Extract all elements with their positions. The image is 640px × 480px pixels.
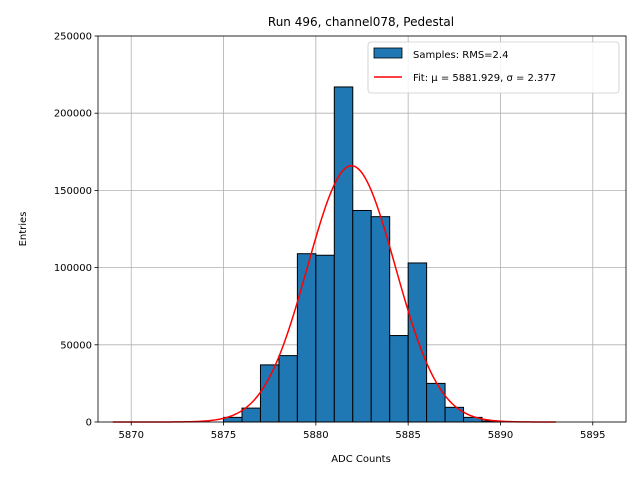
y-tick-label: 200000 <box>54 109 92 120</box>
y-tick-label: 50000 <box>60 340 92 351</box>
histogram-bar <box>296 253 317 423</box>
legend: Samples: RMS=2.4 Fit: μ = 5881.929, σ = … <box>367 41 620 94</box>
x-tick-label: 5890 <box>488 430 513 441</box>
legend-box <box>367 41 620 94</box>
y-tick-label: 0 <box>86 418 92 429</box>
x-tick-label: 5870 <box>119 430 144 441</box>
legend-hist-label: Samples: RMS=2.4 <box>413 50 508 61</box>
y-tick-label: 150000 <box>54 186 92 197</box>
x-axis-ticks: 5870 5875 5880 5885 5890 5895 <box>119 422 605 441</box>
histogram-bar <box>315 254 335 423</box>
plot-frame <box>97 35 627 423</box>
legend-hist-swatch <box>373 47 403 59</box>
histogram-bar <box>426 382 446 423</box>
x-tick-label: 5895 <box>580 430 605 441</box>
y-axis-label: Entries <box>18 212 29 247</box>
histogram-bar <box>352 209 372 423</box>
grid <box>98 35 626 423</box>
histogram-bar <box>444 406 465 423</box>
x-tick-label: 5880 <box>303 430 328 441</box>
chart-title: Run 496, channel078, Pedestal <box>268 15 454 29</box>
histogram-bar <box>370 216 391 423</box>
x-tick-label: 5885 <box>395 430 420 441</box>
histogram-bar <box>278 355 298 423</box>
y-tick-label: 250000 <box>54 32 92 43</box>
legend-fit-label: Fit: μ = 5881.929, σ = 2.377 <box>413 73 556 84</box>
histogram-bar <box>407 262 428 423</box>
y-axis-ticks: 0 50000 100000 150000 200000 250000 <box>54 32 98 429</box>
histogram-bars <box>223 86 501 423</box>
histogram-bar <box>259 364 280 423</box>
histogram-bar <box>241 407 261 423</box>
y-tick-label: 100000 <box>54 263 92 274</box>
histogram-bar <box>389 335 409 423</box>
x-tick-label: 5875 <box>211 430 236 441</box>
x-axis-label: ADC Counts <box>331 454 391 465</box>
histogram-bar <box>333 86 354 423</box>
